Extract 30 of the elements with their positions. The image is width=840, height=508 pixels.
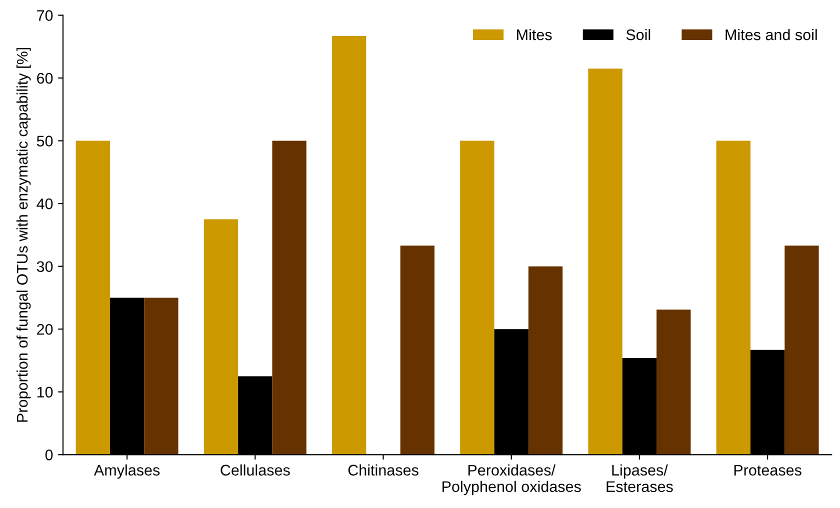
- bar: [144, 298, 178, 455]
- bar: [716, 140, 750, 455]
- bar: [784, 246, 819, 455]
- bar: [588, 68, 622, 455]
- bar: [272, 140, 306, 455]
- x-tick-label: Peroxidases/ Polyphenol oxidases: [442, 464, 581, 496]
- y-tick-label: 30: [36, 261, 53, 272]
- legend-label: Mites: [517, 28, 552, 40]
- y-tick-label: 50: [36, 136, 53, 146]
- bar: [460, 140, 494, 455]
- x-tick-label: Lipases/ Esterases: [606, 464, 673, 492]
- y-axis-title: Proportion of fungal OTUs with enzymatic capability [%]: [16, 48, 31, 422]
- legend-label: Mites and soil: [726, 28, 817, 40]
- y-tick-label: 10: [37, 386, 53, 398]
- bar: [400, 246, 434, 455]
- bar: [332, 36, 366, 455]
- y-tick-label: 60: [37, 72, 53, 84]
- y-tick-label: 40: [36, 198, 53, 210]
- bar: [76, 140, 110, 455]
- bar: [528, 266, 563, 455]
- x-tick-label: Chitinases: [348, 464, 418, 476]
- y-tick-label: 0: [45, 450, 53, 460]
- legend-label: Soil: [626, 28, 650, 40]
- x-tick-label: Proteases: [734, 464, 802, 476]
- bar: [204, 219, 238, 455]
- x-tick-label: Cellulases: [220, 464, 290, 476]
- y-tick-label: 20: [37, 324, 53, 335]
- y-tick-label: 70: [37, 10, 53, 21]
- x-tick-label: Amylases: [94, 464, 160, 479]
- bar: [656, 310, 691, 455]
